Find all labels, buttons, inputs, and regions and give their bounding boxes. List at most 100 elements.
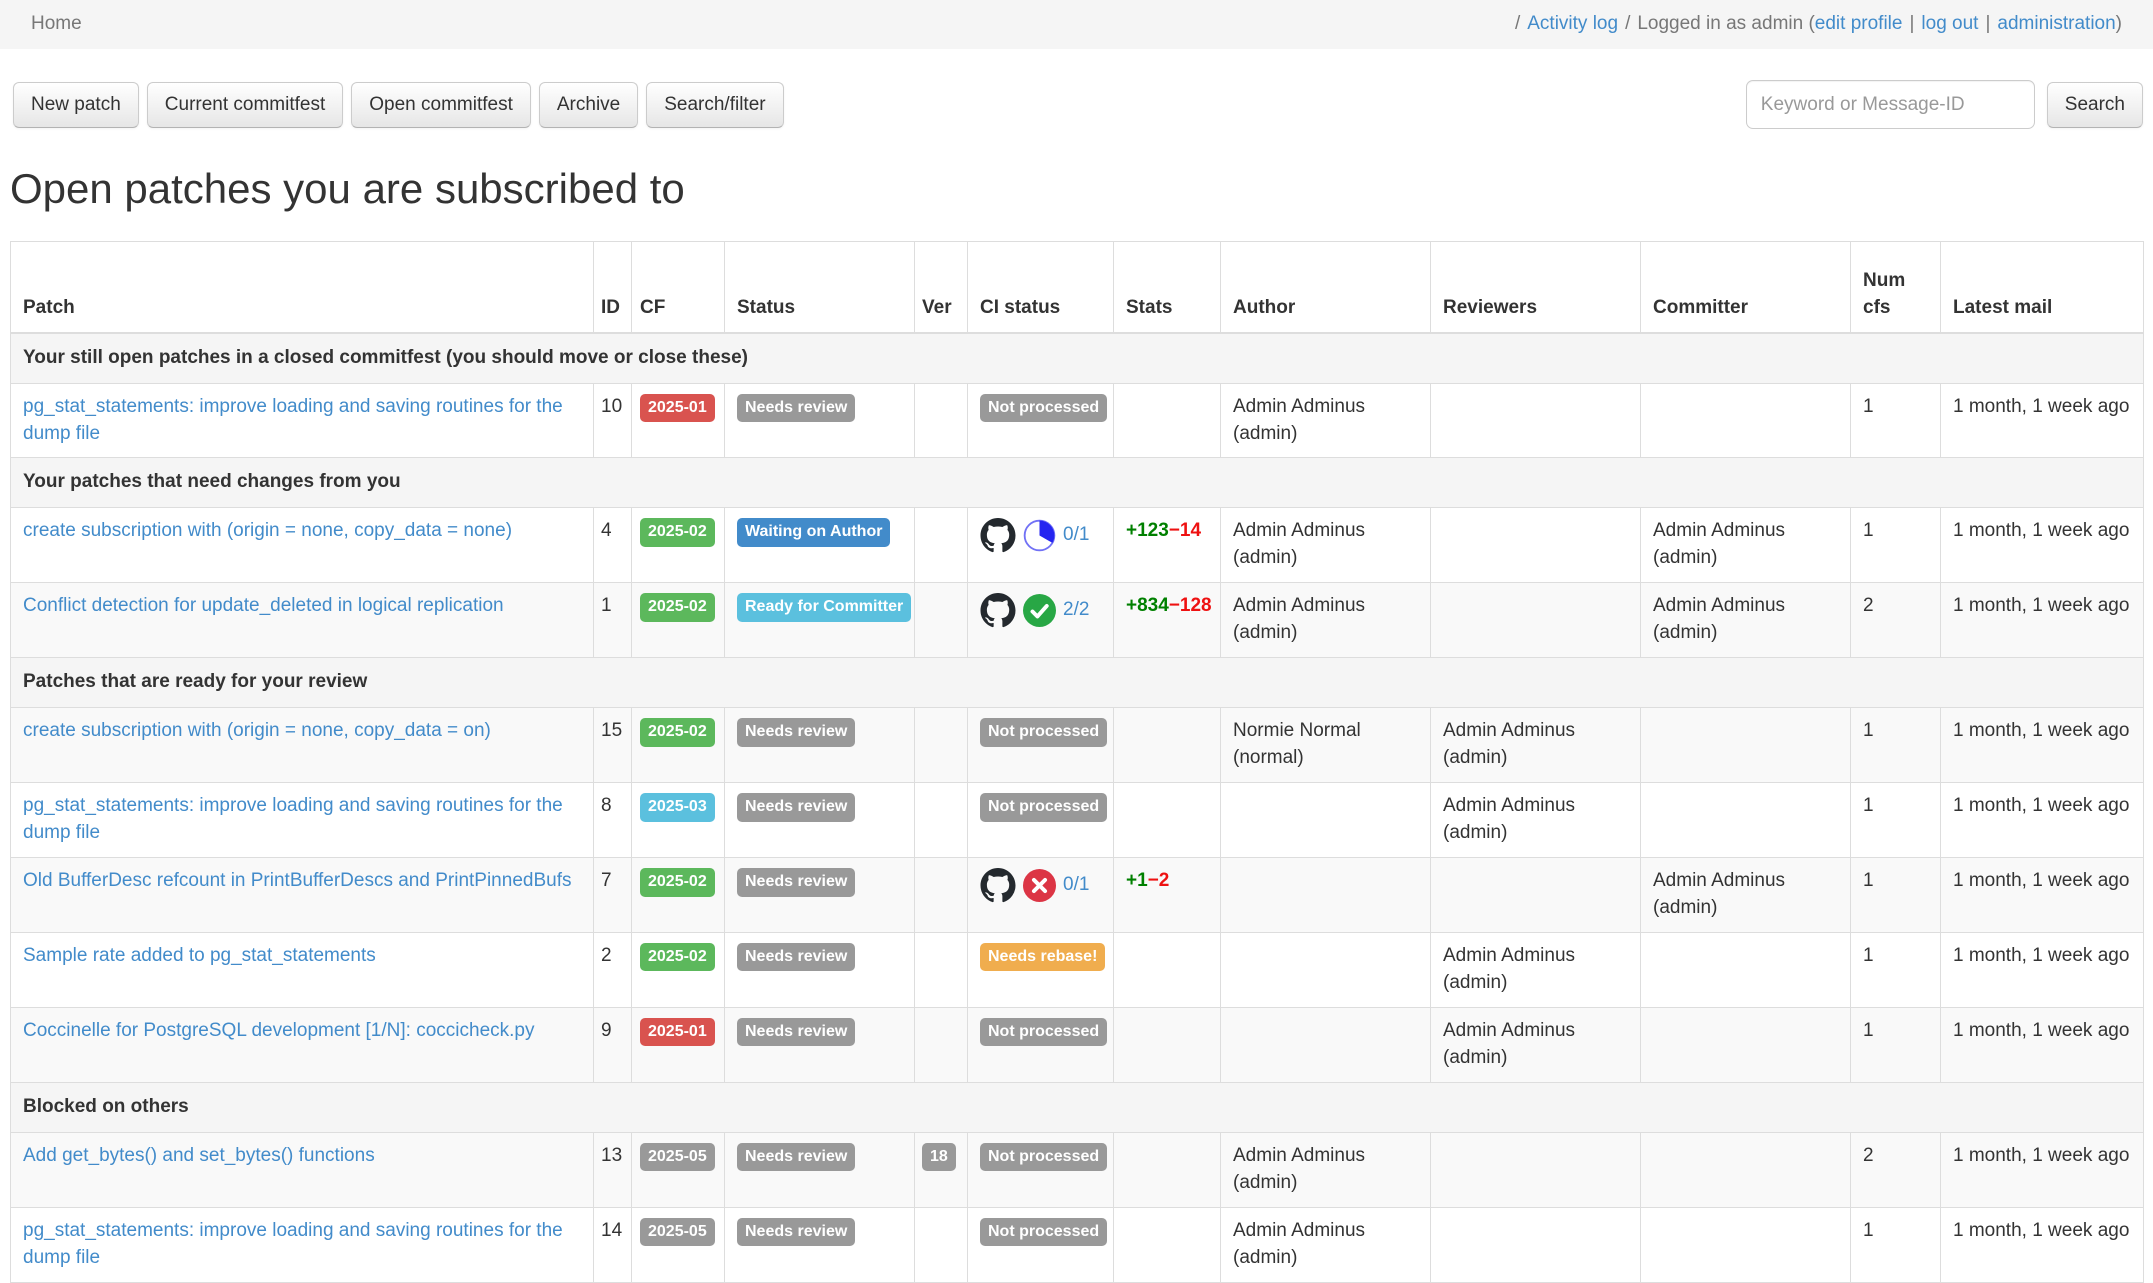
- administration-link[interactable]: administration: [1997, 13, 2116, 35]
- toolbar-button-open-commitfest[interactable]: Open commitfest: [351, 81, 531, 128]
- github-icon: [980, 593, 1016, 628]
- patch-id-cell: 8: [593, 782, 632, 859]
- toolbar-button-new-patch[interactable]: New patch: [13, 81, 139, 128]
- patch-id-cell: 13: [593, 1131, 632, 1208]
- ci-status-badge: Needs rebase!: [980, 943, 1106, 972]
- ci-status-cell: 0/1: [967, 507, 1114, 584]
- patch-id-cell: 15: [593, 707, 632, 784]
- pipe-separator: |: [1985, 13, 1991, 35]
- reviewers-cell: [1430, 1206, 1641, 1283]
- ci-result-link[interactable]: 0/1: [1063, 874, 1090, 896]
- status-cell: Needs review: [724, 707, 915, 784]
- num-cfs-cell: 2: [1850, 1131, 1941, 1208]
- patch-link[interactable]: pg_stat_statements: improve loading and …: [23, 1219, 563, 1268]
- version-badge: 18: [922, 1142, 956, 1172]
- patch-link[interactable]: Old BufferDesc refcount in PrintBufferDe…: [23, 870, 572, 892]
- patch-link[interactable]: Coccinelle for PostgreSQL development [1…: [23, 1020, 535, 1042]
- toolbar-button-search-filter[interactable]: Search/filter: [646, 81, 784, 128]
- committer-cell: Admin Adminus (admin): [1640, 507, 1851, 584]
- status-badge: Needs review: [737, 393, 856, 422]
- cf-badge[interactable]: 2025-02: [640, 943, 715, 972]
- num-cfs-cell: 1: [1850, 1206, 1941, 1283]
- patch-id-cell: 4: [593, 507, 632, 584]
- cf-cell: 2025-01: [631, 1007, 725, 1083]
- search-input[interactable]: [1745, 80, 2035, 129]
- num-cfs-cell: 1: [1850, 382, 1941, 459]
- ci-running-icon: [1023, 520, 1056, 552]
- ci-result-link[interactable]: 0/1: [1063, 524, 1090, 546]
- cf-badge[interactable]: 2025-02: [640, 718, 715, 747]
- patch-link[interactable]: Conflict detection for update_deleted in…: [23, 595, 504, 617]
- column-header-cf: CF: [631, 240, 725, 334]
- patch-row: Add get_bytes() and set_bytes() function…: [10, 1131, 2144, 1208]
- status-cell: Needs review: [724, 1206, 915, 1283]
- num-cfs-cell: 1: [1850, 1007, 1941, 1083]
- author-cell: [1220, 782, 1431, 859]
- patch-row: Sample rate added to pg_stat_statements 2…: [10, 932, 2144, 1009]
- num-cfs-cell: 1: [1850, 932, 1941, 1009]
- status-badge: Needs review: [737, 793, 856, 822]
- section-row: Patches that are ready for your review: [10, 657, 2144, 709]
- log-out-link[interactable]: log out: [1921, 13, 1979, 35]
- patch-link[interactable]: create subscription with (origin = none,…: [23, 720, 491, 742]
- toolbar-button-archive[interactable]: Archive: [538, 81, 639, 128]
- table-header-row: Patch ID CF Status Ver CI status Stats Author Re…: [10, 240, 2144, 334]
- reviewers-cell: Admin Adminus (admin): [1430, 782, 1641, 859]
- cf-cell: 2025-02: [631, 507, 725, 584]
- patch-link[interactable]: pg_stat_statements: improve loading and …: [23, 395, 563, 444]
- author-cell: Normie Normal (normal): [1220, 707, 1431, 784]
- activity-log-link[interactable]: Activity log: [1527, 13, 1619, 35]
- column-header-stats: Stats: [1113, 240, 1221, 334]
- home-link[interactable]: Home: [31, 13, 82, 35]
- toolbar-button-current-commitfest[interactable]: Current commitfest: [146, 81, 344, 128]
- cf-badge[interactable]: 2025-05: [640, 1142, 715, 1172]
- status-badge: Needs review: [737, 1217, 856, 1247]
- ci-result-link[interactable]: 2/2: [1063, 599, 1090, 621]
- cf-badge[interactable]: 2025-01: [640, 1018, 715, 1047]
- patch-link[interactable]: Add get_bytes() and set_bytes() function…: [23, 1144, 375, 1166]
- github-icon: [980, 518, 1016, 553]
- column-header-ver: Ver: [914, 240, 968, 334]
- search-button[interactable]: Search: [2046, 81, 2143, 128]
- cf-badge[interactable]: 2025-02: [640, 868, 715, 897]
- version-cell: [914, 582, 968, 659]
- section-header: Your still open patches in a closed comm…: [10, 332, 2144, 384]
- patch-id-cell: 1: [593, 582, 632, 659]
- status-badge: Needs review: [737, 943, 856, 972]
- patch-row: Conflict detection for update_deleted in…: [10, 582, 2144, 659]
- stats-cell: [1113, 1131, 1221, 1208]
- cf-badge[interactable]: 2025-03: [640, 793, 715, 822]
- version-cell: [914, 857, 968, 934]
- patch-link[interactable]: create subscription with (origin = none,…: [23, 520, 513, 542]
- version-cell: [914, 382, 968, 459]
- column-header-author: Author: [1220, 240, 1431, 334]
- cf-badge[interactable]: 2025-05: [640, 1217, 715, 1247]
- patch-link[interactable]: pg_stat_statements: improve loading and …: [23, 795, 563, 844]
- stats-removed: −14: [1168, 520, 1202, 542]
- latest-mail-cell: 1 month, 1 week ago: [1940, 1007, 2144, 1083]
- patch-row: create subscription with (origin = none,…: [10, 707, 2144, 784]
- cf-badge[interactable]: 2025-02: [640, 518, 715, 547]
- ci-status-badge: Not processed: [980, 718, 1108, 747]
- toolbar: New patch Current commitfest Open commitfe…: [13, 80, 2143, 129]
- breadcrumb-separator: /: [1514, 13, 1521, 35]
- author-cell: Admin Adminus (admin): [1220, 1206, 1431, 1283]
- edit-profile-link[interactable]: edit profile: [1814, 13, 1903, 35]
- cf-badge[interactable]: 2025-02: [640, 593, 715, 622]
- stats-cell: [1113, 782, 1221, 859]
- committer-cell: [1640, 932, 1851, 1009]
- num-cfs-cell: 2: [1850, 582, 1941, 659]
- status-badge: Waiting on Author: [737, 518, 891, 547]
- reviewers-cell: [1430, 582, 1641, 659]
- main-content: New patch Current commitfest Open commitfe…: [0, 80, 2153, 1283]
- ci-status-cell: Not processed: [967, 1206, 1114, 1283]
- cf-badge[interactable]: 2025-01: [640, 393, 715, 422]
- ci-status-badge: Not processed: [980, 1217, 1108, 1247]
- search-group: Search: [1745, 80, 2143, 129]
- breadcrumb: / Activity log / Logged in as admin ( ed…: [1508, 11, 2122, 38]
- patch-row: pg_stat_statements: improve loading and …: [10, 782, 2144, 859]
- patch-link[interactable]: Sample rate added to pg_stat_statements: [23, 945, 376, 967]
- stats-added: +834: [1126, 595, 1169, 617]
- stats-added: +1: [1126, 870, 1148, 892]
- github-icon: [980, 868, 1016, 903]
